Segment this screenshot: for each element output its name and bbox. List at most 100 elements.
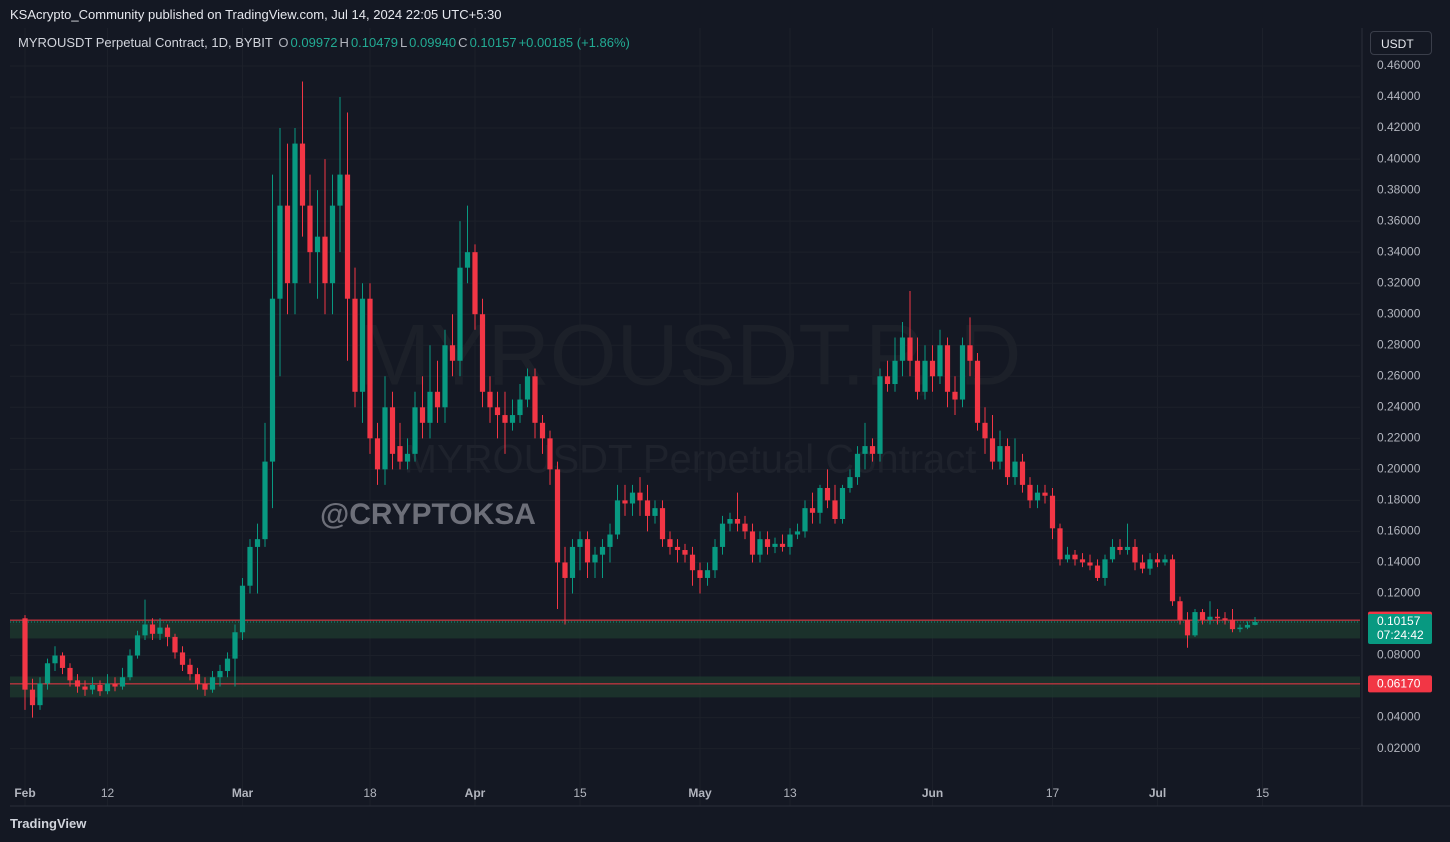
candle-body xyxy=(472,252,478,315)
y-tick-label: 0.34000 xyxy=(1377,244,1421,258)
candle-body xyxy=(539,422,546,439)
y-tick-label: 0.20000 xyxy=(1377,462,1421,476)
currency-button[interactable]: USDT xyxy=(1370,31,1432,55)
candle-body xyxy=(464,252,471,268)
candle-body xyxy=(689,554,696,571)
candle-body xyxy=(397,446,403,462)
candle-body xyxy=(697,570,703,578)
candle-body xyxy=(659,508,666,540)
candle-body xyxy=(67,667,73,681)
readout-value: 0.10157 xyxy=(469,35,517,50)
candle-body xyxy=(82,686,88,690)
candle-body xyxy=(329,205,336,284)
candle-body xyxy=(254,539,261,547)
candle-body xyxy=(74,680,81,687)
candle-body xyxy=(479,314,486,392)
candle-body xyxy=(89,684,96,690)
tradingview-logo[interactable]: TradingView xyxy=(10,816,86,831)
author-watermark: @CRYPTOKSA xyxy=(320,498,536,531)
candle-body xyxy=(802,508,808,532)
x-tick-label: Mar xyxy=(232,786,254,800)
candle-body xyxy=(794,531,801,535)
watermark-subtitle: MYROUSDT Perpetual Contract xyxy=(404,438,977,482)
candle-body xyxy=(434,391,441,408)
candle-body xyxy=(764,539,771,547)
candle-body xyxy=(1184,619,1191,636)
y-tick-label: 0.42000 xyxy=(1377,120,1421,134)
x-tick-label: 15 xyxy=(573,786,587,800)
candle-body xyxy=(142,624,148,636)
candle-body xyxy=(547,438,553,470)
candle-body xyxy=(277,205,283,299)
candle-body xyxy=(524,376,531,400)
candle-body xyxy=(1214,616,1221,619)
candle-body xyxy=(104,683,111,692)
candle-body xyxy=(224,658,231,672)
candle-body xyxy=(854,453,861,478)
candle-body xyxy=(1132,546,1138,563)
candle-body xyxy=(712,546,718,571)
candle-body xyxy=(134,635,141,656)
candle-body xyxy=(37,683,43,706)
candle-body xyxy=(419,407,426,423)
candle-body xyxy=(44,663,51,684)
candle-body xyxy=(554,469,561,563)
candle-body xyxy=(629,492,636,504)
candle-body xyxy=(382,407,388,470)
candle-body xyxy=(787,534,793,547)
candle-body xyxy=(749,531,756,555)
candle-body xyxy=(517,399,523,416)
y-tick-label: 0.08000 xyxy=(1377,648,1421,662)
candle-body xyxy=(1169,559,1176,602)
candle-body xyxy=(442,345,448,408)
candle-body xyxy=(734,519,741,524)
candle-body xyxy=(569,546,576,578)
readout-value: 0.09940 xyxy=(409,35,457,50)
candle-body xyxy=(157,627,163,634)
symbol-name: MYROUSDT Perpetual Contract, 1D, BYBIT xyxy=(18,35,273,50)
candle-body xyxy=(599,546,606,555)
candle-body xyxy=(292,143,298,284)
candle-body xyxy=(457,267,463,361)
candle-body xyxy=(727,519,733,524)
candle-body xyxy=(1222,618,1228,620)
candle-body xyxy=(164,627,171,637)
candle-body xyxy=(877,376,883,454)
candle-body xyxy=(1252,622,1258,625)
candle-body xyxy=(412,407,418,454)
candle-body xyxy=(1117,546,1123,551)
candle-body xyxy=(674,546,681,551)
readout-key: L xyxy=(399,35,408,50)
candle-body xyxy=(1019,461,1026,485)
candle-body xyxy=(119,677,126,687)
candle-body xyxy=(652,508,658,516)
candle-body xyxy=(1102,559,1108,578)
y-tick-label: 0.46000 xyxy=(1377,58,1421,72)
x-tick-label: Jun xyxy=(922,786,943,800)
candle-body xyxy=(194,674,201,684)
candle-body xyxy=(29,689,36,706)
candle-body xyxy=(832,500,838,520)
candle-body xyxy=(719,523,726,547)
y-tick-label: 0.22000 xyxy=(1377,431,1421,445)
candle-body xyxy=(989,438,996,462)
candle-body xyxy=(179,652,186,665)
candle-body xyxy=(847,477,853,488)
candle-body xyxy=(959,345,966,400)
candle-body xyxy=(532,376,538,423)
candle-body xyxy=(862,446,868,454)
candle-body xyxy=(509,415,516,423)
y-tick-label: 0.38000 xyxy=(1377,182,1421,196)
candle-body xyxy=(1042,492,1048,496)
candle-body xyxy=(1229,619,1236,630)
x-tick-label: Feb xyxy=(14,786,35,800)
candle-body xyxy=(944,345,951,392)
candle-body xyxy=(239,585,246,633)
y-tick-label: 0.28000 xyxy=(1377,337,1421,351)
candle-body xyxy=(1079,559,1086,563)
candle-body xyxy=(914,360,921,392)
candle-body xyxy=(907,337,913,361)
candle-body xyxy=(779,543,786,547)
y-tick-label: 0.26000 xyxy=(1377,368,1421,382)
